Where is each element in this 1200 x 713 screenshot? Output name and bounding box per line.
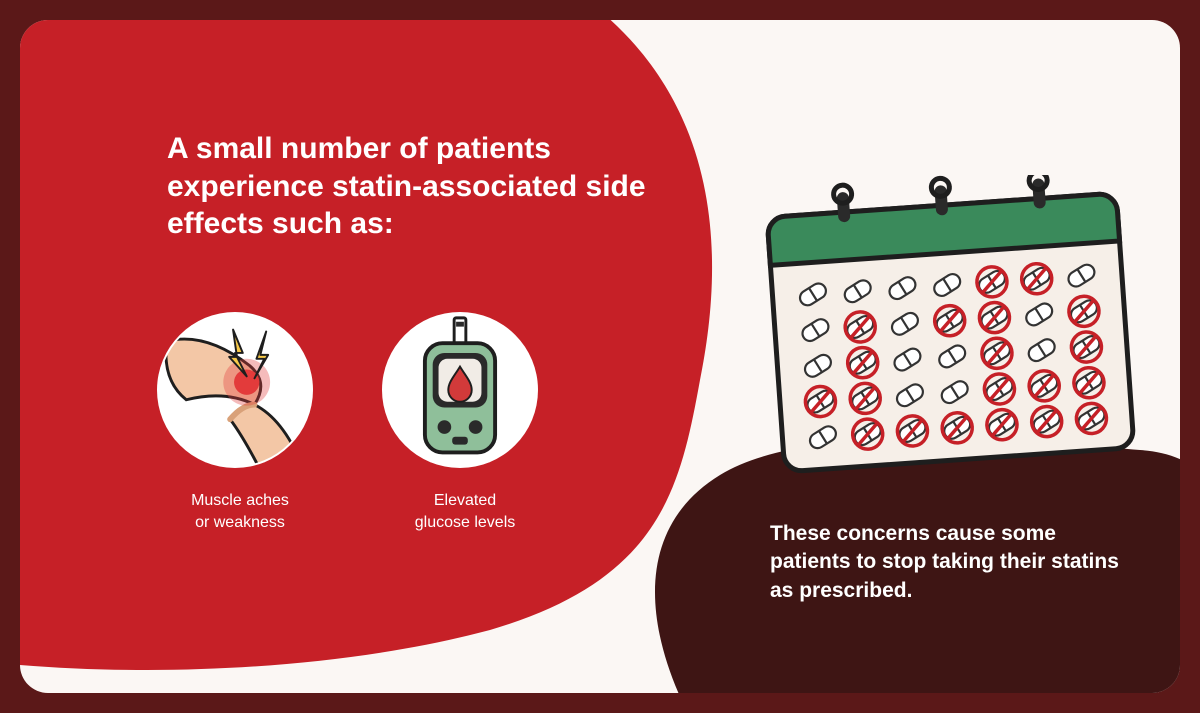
label-line: or weakness xyxy=(195,514,285,531)
concern-text: These concerns cause some patients to st… xyxy=(770,520,1130,605)
calendar-icon xyxy=(760,175,1140,475)
muscle-ache-icon xyxy=(157,312,313,468)
heading-text: A small number of patients experience st… xyxy=(167,130,647,243)
content-card: A small number of patients experience st… xyxy=(20,20,1180,693)
glucose-meter-icon xyxy=(382,312,538,468)
glucose-label: Elevated glucose levels xyxy=(395,490,535,533)
infographic-stage: A small number of patients experience st… xyxy=(0,0,1200,713)
label-line: Elevated xyxy=(434,492,496,509)
label-line: glucose levels xyxy=(415,514,516,531)
label-line: Muscle aches xyxy=(191,492,289,509)
muscle-ache-label: Muscle aches or weakness xyxy=(170,490,310,533)
